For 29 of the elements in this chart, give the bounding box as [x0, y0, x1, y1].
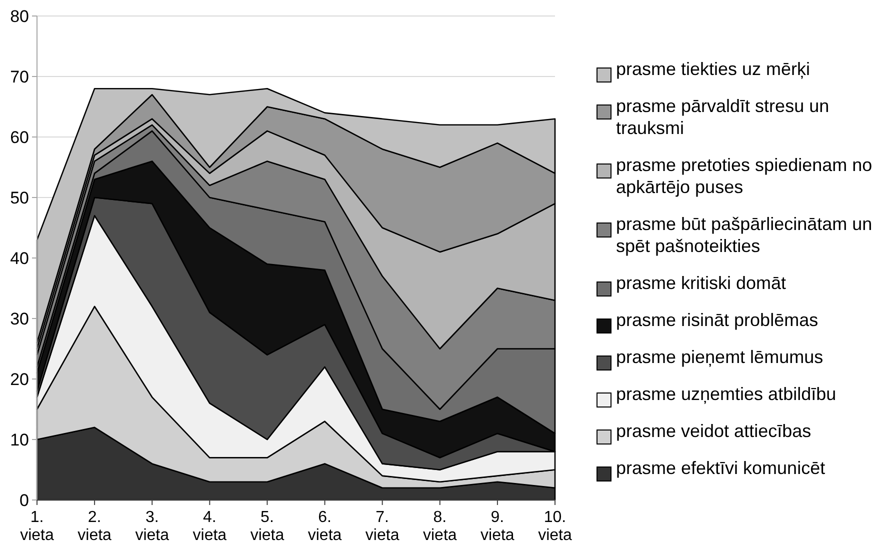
- legend-label: prasme tiekties uz mērķi: [616, 59, 810, 79]
- y-tick-label: 0: [20, 490, 29, 510]
- y-tick-label: 50: [10, 188, 29, 208]
- legend-label: prasme pārvaldīt stresu un trauksmi: [616, 96, 830, 138]
- legend-label: prasme pieņemt lēmumus: [616, 347, 824, 367]
- x-tick-label: 8. vieta: [422, 509, 457, 542]
- legend-label: prasme pretoties spiedienam no apkārtējo puses: [616, 155, 872, 197]
- y-tick-label: 70: [10, 67, 29, 86]
- legend-label: prasme uzņemties atbildību: [616, 384, 836, 404]
- x-tick-label: 6. vieta: [308, 509, 342, 542]
- x-tick-label: 1. vieta: [20, 509, 54, 542]
- x-tick-label: 3. vieta: [135, 509, 170, 542]
- y-tick-label: 60: [10, 128, 29, 147]
- legend-label: prasme veidot attiecības: [616, 421, 812, 441]
- y-tick-label: 20: [10, 370, 29, 389]
- y-tick-label: 40: [10, 248, 29, 268]
- legend-label: prasme kritiski domāt: [616, 273, 786, 293]
- x-tick-label: 5. vieta: [250, 509, 284, 542]
- y-tick-label: 80: [10, 6, 29, 26]
- x-tick-label: 9. vieta: [480, 509, 514, 542]
- legend-label: prasme būt pašpārliecinātam un spēt pašnoteikties: [616, 214, 872, 256]
- legend-label: prasme risināt problēmas: [616, 310, 818, 330]
- x-tick-label: 7. vieta: [365, 509, 400, 542]
- y-tick-label: 10: [10, 430, 29, 450]
- legend-label: prasme efektīvi komunicēt: [616, 458, 826, 478]
- x-tick-label: 10. vieta: [538, 509, 572, 542]
- x-tick-label: 4. vieta: [192, 509, 227, 542]
- y-tick-label: 30: [10, 309, 29, 328]
- x-tick-label: 2. vieta: [78, 509, 112, 542]
